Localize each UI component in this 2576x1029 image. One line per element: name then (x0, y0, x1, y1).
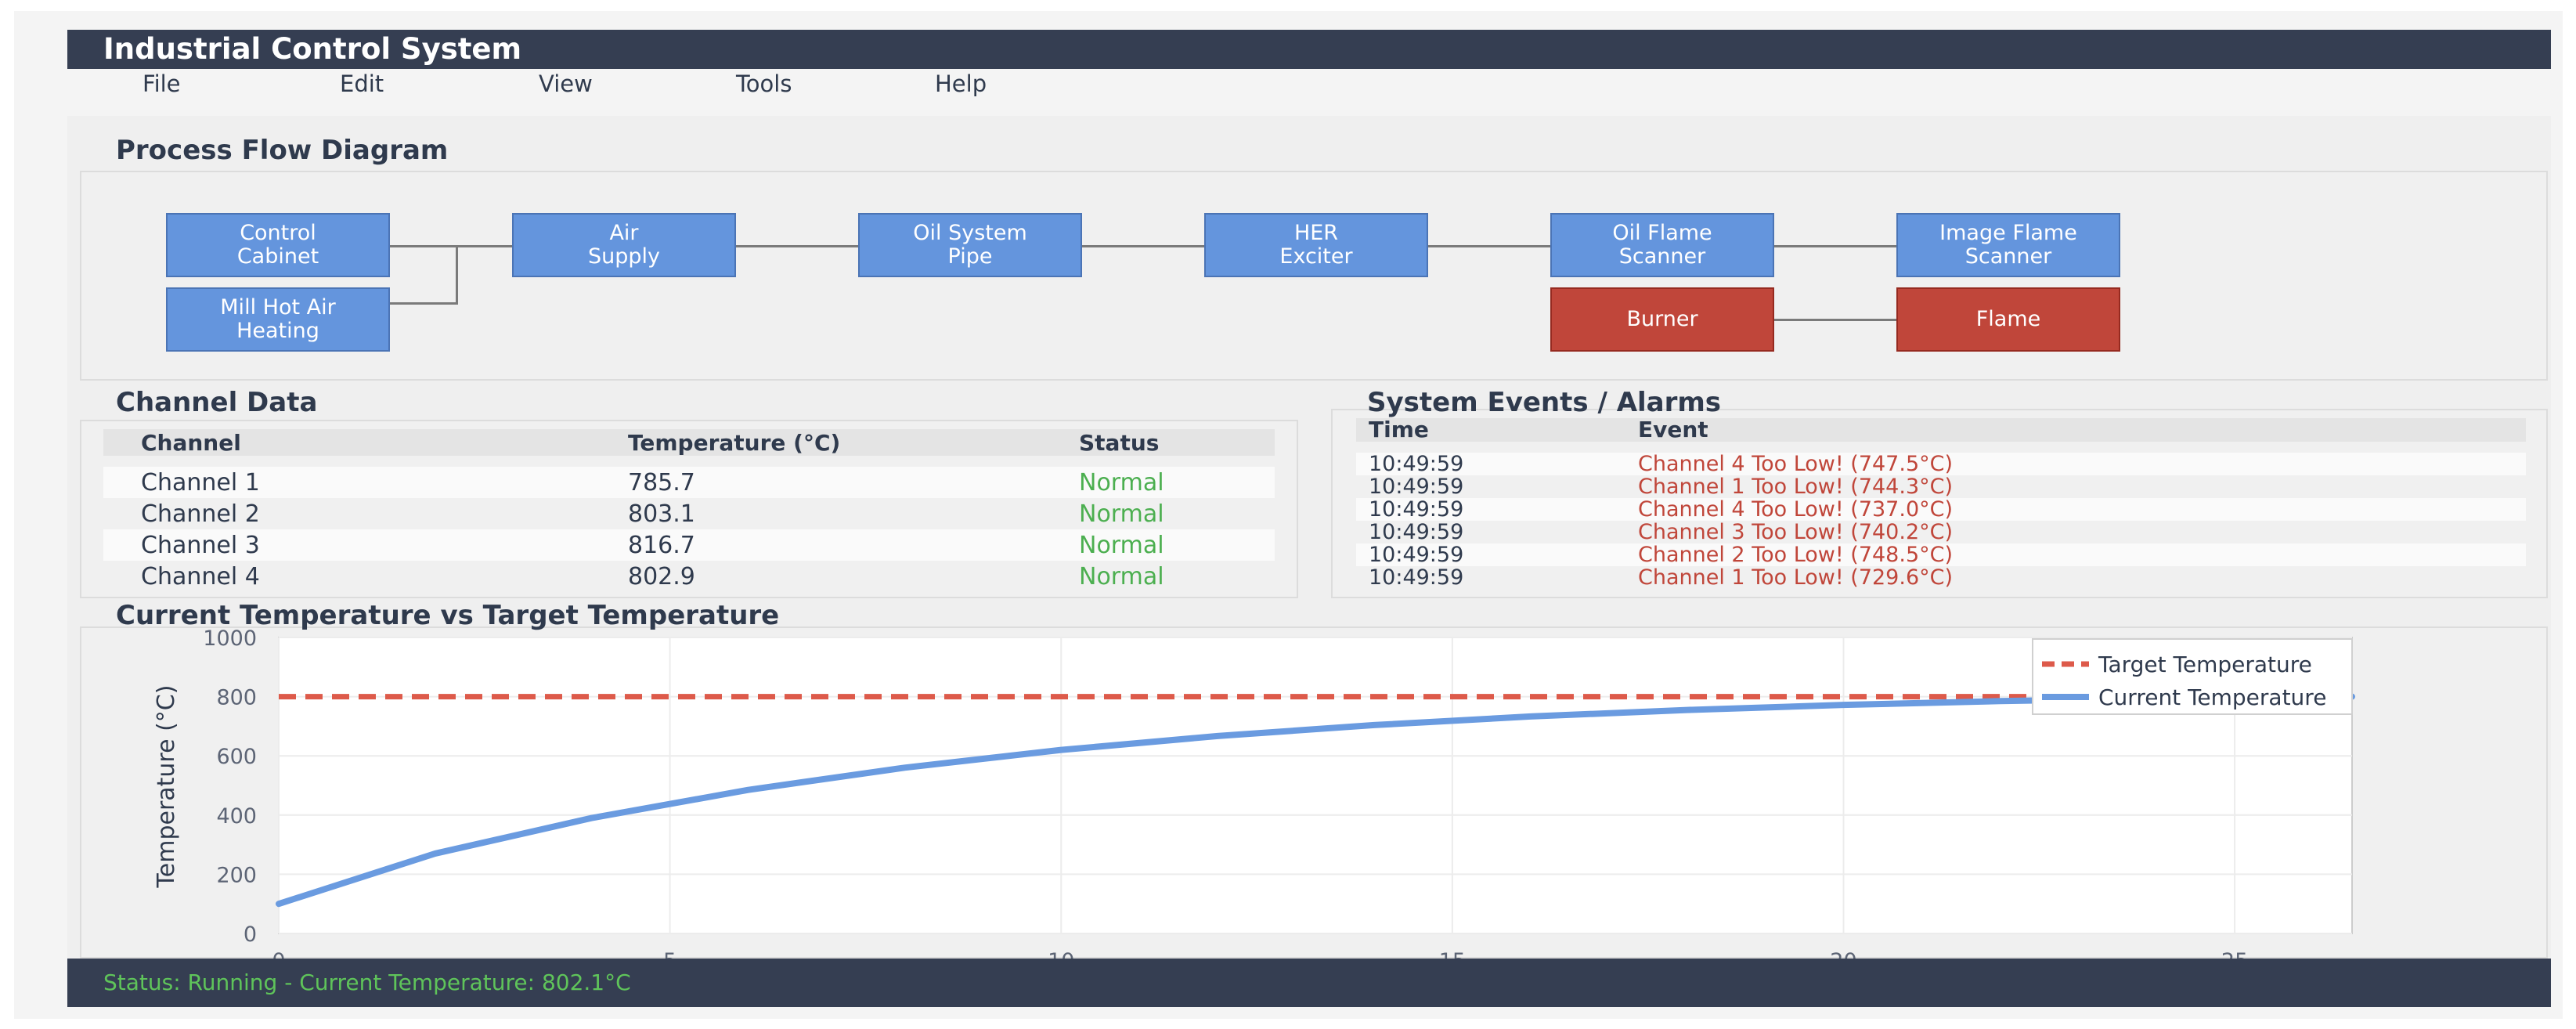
event-time: 10:49:59 (1369, 475, 1464, 499)
node-oil-flame-scanner[interactable]: Oil Flame Scanner (1550, 213, 1774, 277)
event-row[interactable]: 10:49:59 Channel 1 Too Low! (729.6°C) (1356, 566, 2526, 589)
channel-name: Channel 3 (103, 529, 590, 561)
channel-temperature: 785.7 (590, 467, 1041, 498)
event-header: Event (1625, 418, 2526, 442)
node-her-exciter[interactable]: HER Exciter (1204, 213, 1428, 277)
event-message: Channel 1 Too Low! (729.6°C) (1638, 565, 1954, 590)
table-row[interactable]: Channel 3 816.7 Normal (103, 529, 1275, 561)
node-burner[interactable]: Burner (1550, 287, 1774, 352)
connector-cabinet-air (390, 245, 512, 247)
channel-table: Channel Temperature (°C) Status Channel … (103, 429, 1275, 592)
event-time: 10:49:59 (1369, 520, 1464, 544)
event-message: Channel 4 Too Low! (747.5°C) (1625, 453, 2526, 475)
title-bar: Industrial Control System (67, 30, 2551, 69)
node-mill-hot-air-heating[interactable]: Mill Hot Air Heating (166, 287, 390, 352)
event-row[interactable]: 10:49:59 Channel 4 Too Low! (747.5°C) (1356, 453, 2526, 475)
y-tick-label: 800 (216, 686, 257, 710)
node-oil-system-pipe[interactable]: Oil System Pipe (858, 213, 1082, 277)
channel-name: Channel 4 (141, 562, 260, 590)
channel-status: Normal (1041, 529, 1275, 561)
node-air-supply[interactable]: Air Supply (512, 213, 736, 277)
chart-grid (278, 637, 2352, 934)
channel-name: Channel 2 (141, 500, 260, 528)
menu-bar: File Edit View Tools Help (67, 69, 2551, 100)
channel-temperature: 803.1 (628, 500, 695, 528)
menu-tools[interactable]: Tools (736, 70, 792, 97)
event-time: 10:49:59 (1369, 565, 1464, 590)
event-time: 10:49:59 (1356, 453, 1625, 475)
event-time: 10:49:59 (1356, 498, 1625, 521)
status-text: Status: Running - Current Temperature: 8… (103, 969, 631, 995)
table-row[interactable]: Channel 2 803.1 Normal (103, 498, 1275, 529)
status-bar: Status: Running - Current Temperature: 8… (67, 959, 2551, 1007)
y-axis-label: Temperature (°C) (153, 685, 180, 889)
events-table: Time Event 10:49:59 Channel 4 Too Low! (… (1356, 418, 2526, 589)
y-tick-label: 0 (244, 922, 257, 947)
connector-mill-heating (390, 302, 458, 305)
plot-area (278, 637, 2353, 934)
series-line-current (276, 693, 2355, 908)
chart-title: Current Temperature vs Target Temperatur… (116, 600, 780, 631)
channel-temperature: 802.9 (628, 562, 695, 590)
node-image-flame-scanner[interactable]: Image Flame Scanner (1896, 213, 2120, 277)
event-row[interactable]: 10:49:59 Channel 2 Too Low! (748.5°C) (1356, 543, 2526, 566)
event-message: Channel 4 Too Low! (737.0°C) (1625, 498, 2526, 521)
status-header: Status (1041, 429, 1275, 456)
connector-oil-her (1082, 245, 1204, 247)
connector-scanner-image (1774, 245, 1896, 247)
legend-box (2032, 638, 2353, 715)
event-row[interactable]: 10:49:59 Channel 3 Too Low! (740.2°C) (1356, 521, 2526, 543)
table-row[interactable]: Channel 1 785.7 Normal (103, 467, 1275, 498)
process-flow-title: Process Flow Diagram (116, 135, 449, 166)
temperature-header: Temperature (°C) (590, 429, 1041, 456)
menu-view[interactable]: View (539, 70, 593, 97)
legend-target-label: Target Temperature (2098, 652, 2312, 677)
y-tick-label: 1000 (203, 626, 257, 651)
connector-air-oil (736, 245, 858, 247)
channel-header: Channel (103, 429, 590, 456)
chart-series (276, 693, 2355, 908)
channel-temperature: 816.7 (590, 529, 1041, 561)
menu-help[interactable]: Help (935, 70, 987, 97)
chart-legend: Target Temperature Current Temperature (2032, 638, 2353, 715)
menu-edit[interactable]: Edit (340, 70, 384, 97)
table-row[interactable]: Channel 4 802.9 Normal (103, 561, 1275, 592)
node-control-cabinet[interactable]: Control Cabinet (166, 213, 390, 277)
events-title: System Events / Alarms (1367, 387, 1722, 418)
event-time: 10:49:59 (1356, 543, 1625, 566)
event-message: Channel 3 Too Low! (740.2°C) (1638, 520, 1954, 544)
connector-burner-flame (1774, 319, 1896, 321)
channel-status: Normal (1041, 467, 1275, 498)
y-tick-label: 600 (216, 745, 257, 769)
menu-file[interactable]: File (143, 70, 181, 97)
event-row[interactable]: 10:49:59 Channel 1 Too Low! (744.3°C) (1356, 475, 2526, 498)
channel-status: Normal (1079, 500, 1164, 528)
y-tick-label: 400 (216, 804, 257, 829)
channel-status: Normal (1079, 562, 1164, 590)
event-message: Channel 2 Too Low! (748.5°C) (1625, 543, 2526, 566)
channel-data-title: Channel Data (116, 387, 318, 418)
legend-current-label: Current Temperature (2098, 684, 2326, 710)
connector-mill-junction (456, 245, 458, 304)
connector-her-scanner (1428, 245, 1550, 247)
time-header: Time (1356, 418, 1625, 442)
event-message: Channel 1 Too Low! (744.3°C) (1638, 475, 1954, 499)
event-row[interactable]: 10:49:59 Channel 4 Too Low! (737.0°C) (1356, 498, 2526, 521)
window-title: Industrial Control System (103, 32, 522, 66)
node-flame[interactable]: Flame (1896, 287, 2120, 352)
y-tick-label: 200 (216, 863, 257, 887)
channel-name: Channel 1 (103, 467, 590, 498)
